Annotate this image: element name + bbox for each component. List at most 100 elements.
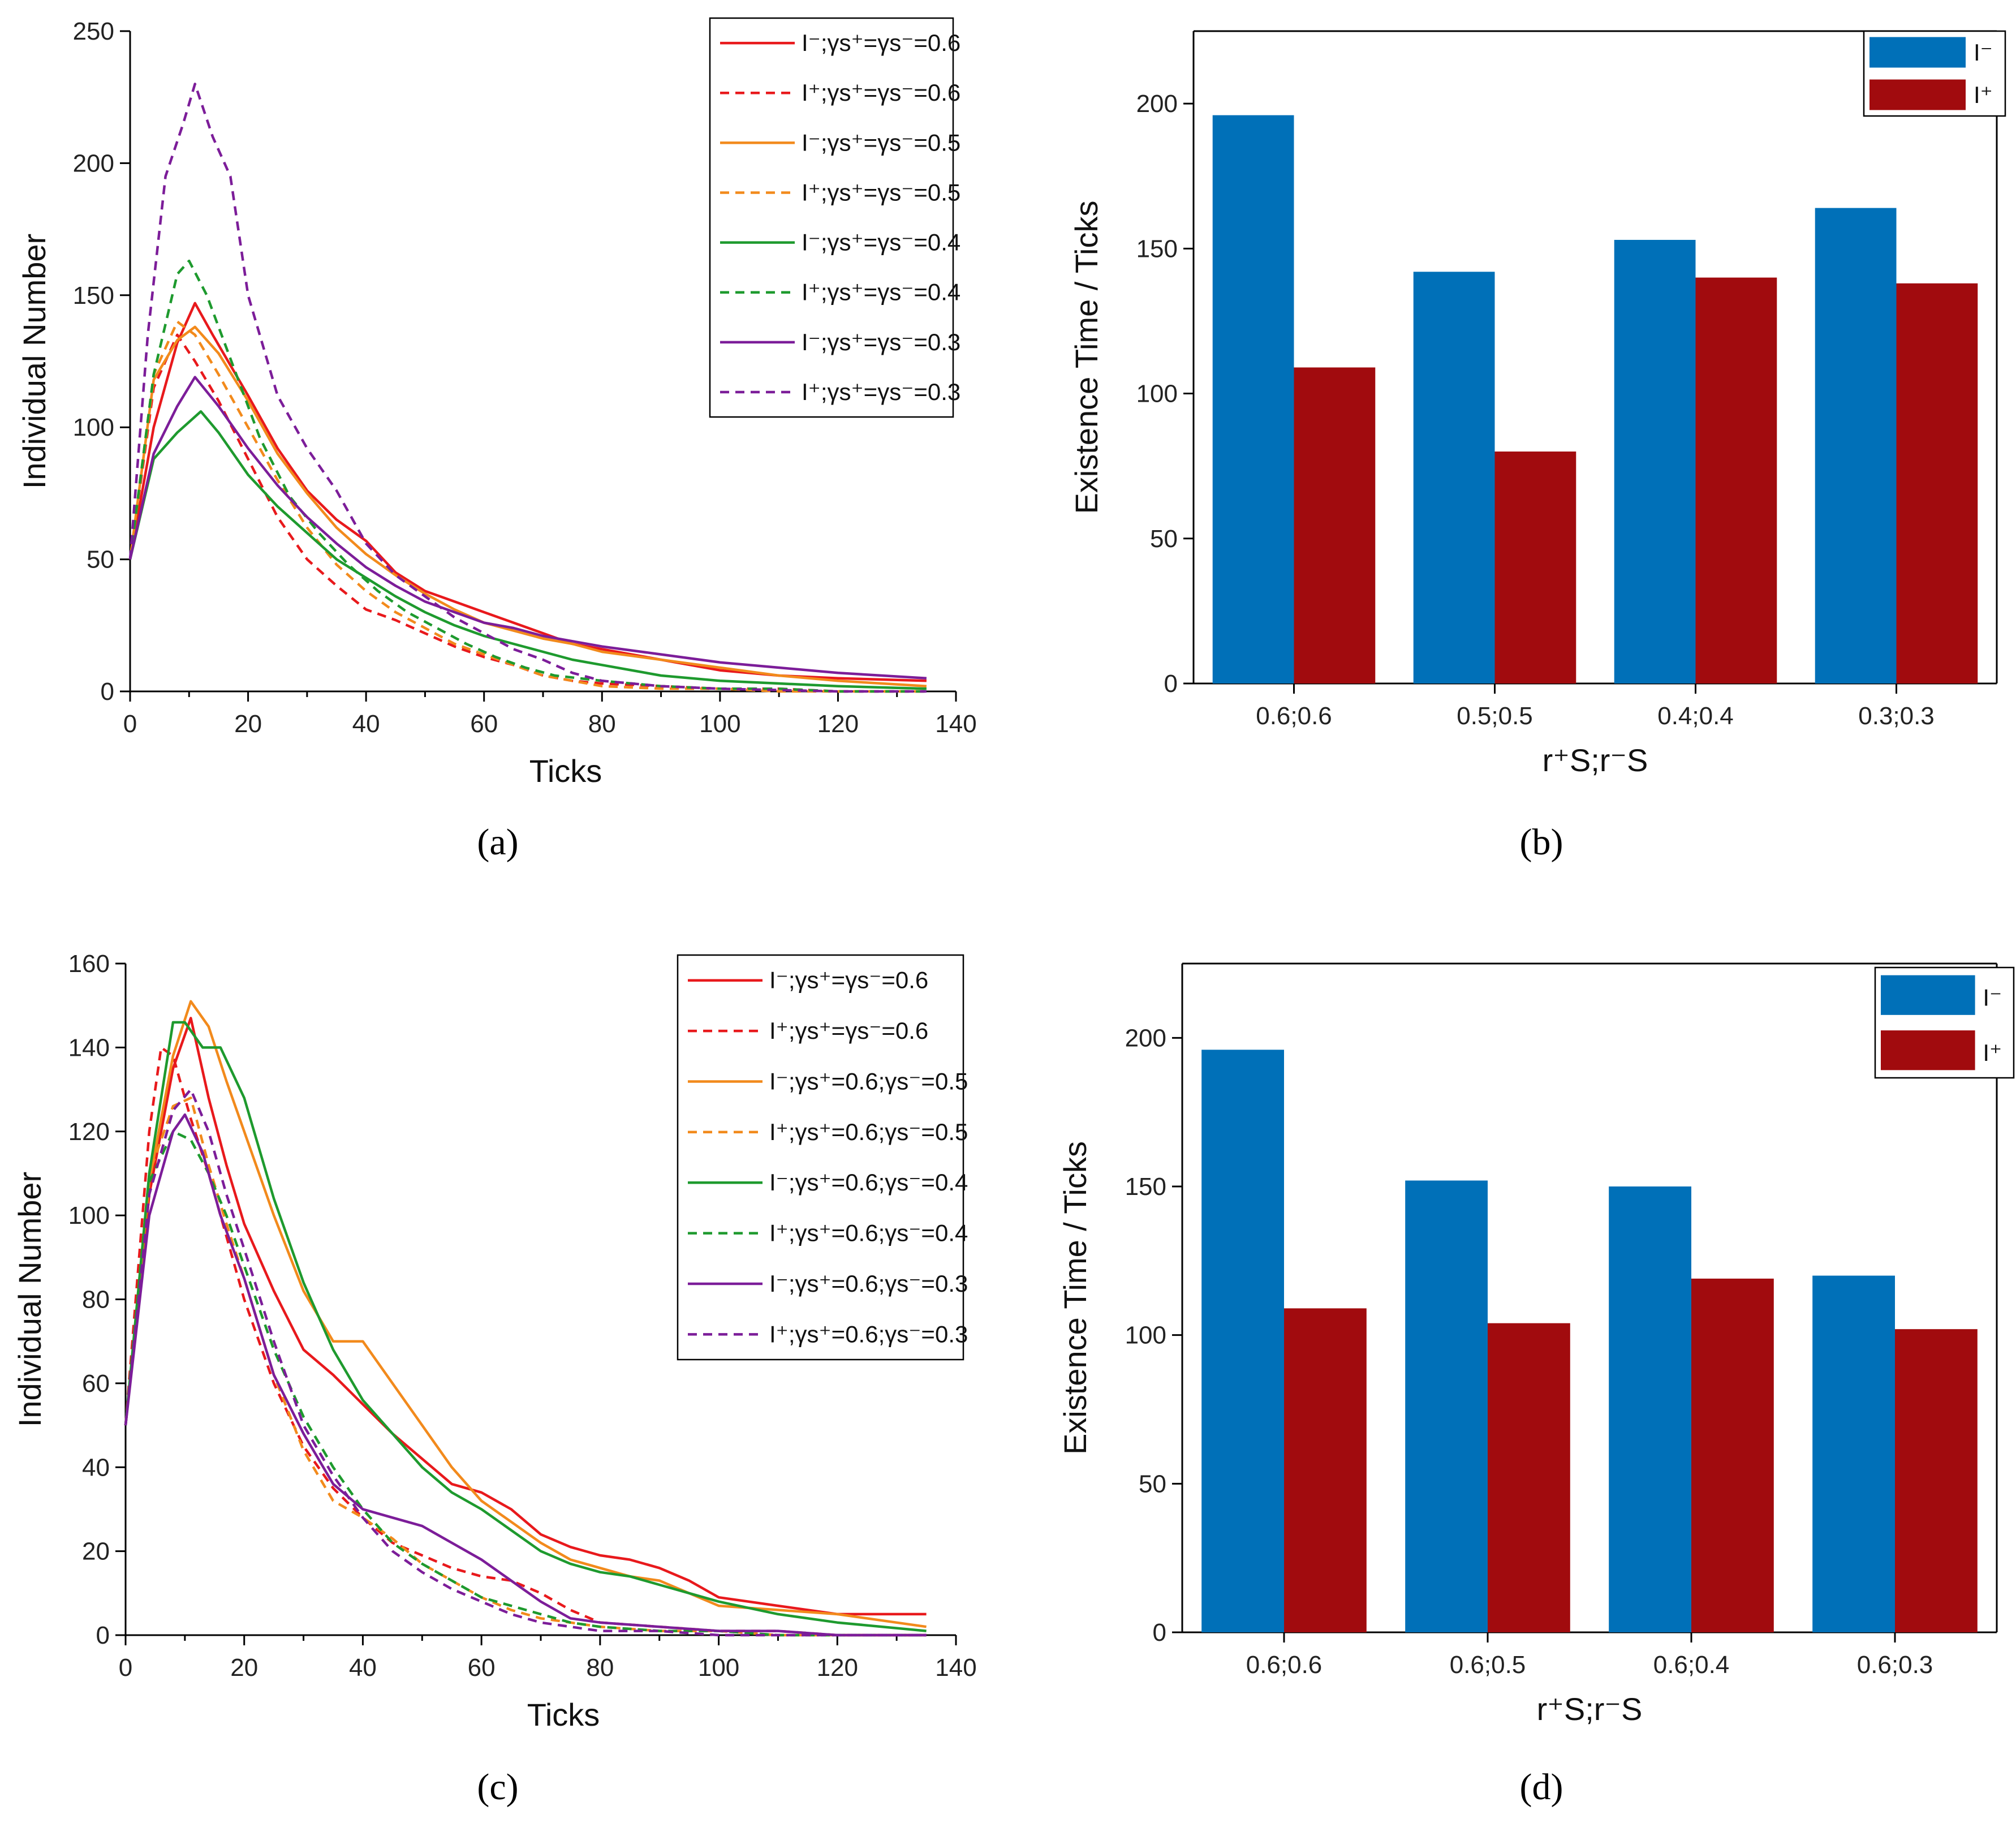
x-axis-title: r⁺S;r⁻S — [1537, 1691, 1643, 1727]
series-line-4 — [124, 1097, 927, 1637]
x-tick-label: 100 — [699, 710, 740, 738]
y-tick-label: 200 — [73, 149, 114, 177]
legend-entry-6: I⁺;γs⁺=γs⁻=0.4 — [802, 279, 960, 306]
bar-i-minus-4 — [1812, 1275, 1895, 1632]
y-tick-label: 60 — [82, 1370, 110, 1398]
y-tick-label: 160 — [68, 950, 110, 978]
y-tick-label: 140 — [68, 1034, 110, 1061]
panel-label: (d) — [1520, 1766, 1563, 1808]
x-tick-label: 0.6;0.6 — [1256, 702, 1332, 730]
bar-i-plus-4 — [1895, 1329, 1978, 1632]
legend-entry-1: I⁻;γs⁺=γs⁻=0.6 — [769, 967, 928, 994]
legend-entry-8: I⁺;γs⁺=0.6;γs⁻=0.3 — [769, 1321, 968, 1347]
x-tick-label: 0.3;0.3 — [1858, 702, 1935, 730]
panel-b: 0 50 100 150 200 0.6;0.6 0.5;0.5 0.4;0.4 0.3;0.3… — [1069, 30, 2006, 863]
y-axis-title: Existence Time / Ticks — [1057, 1141, 1093, 1455]
bar-i-plus-1 — [1294, 367, 1376, 683]
legend-entry-6: I⁺;γs⁺=0.6;γs⁻=0.4 — [769, 1220, 968, 1246]
x-tick-label: 60 — [470, 710, 498, 738]
x-tick-label: 0 — [119, 1654, 132, 1682]
legend-entry-1: I⁻ — [1983, 984, 2002, 1011]
legend-entry-8: I⁺;γs⁺=γs⁻=0.3 — [802, 379, 960, 405]
series-line-3 — [128, 325, 927, 687]
y-axis-title: Individual Number — [12, 1172, 48, 1427]
bar-i-plus-2 — [1494, 452, 1576, 683]
x-tick-label: 80 — [586, 1654, 614, 1682]
series-line-8 — [128, 83, 927, 693]
x-tick-label: 120 — [817, 710, 859, 738]
y-tick-label: 80 — [82, 1286, 110, 1314]
legend-entry-2: I⁺;γs⁺=γs⁻=0.6 — [802, 79, 960, 106]
legend-swatch-1 — [1869, 37, 1966, 68]
y-tick-label: 0 — [96, 1622, 110, 1649]
x-axis-title: Ticks — [527, 1697, 600, 1732]
bar-i-plus-1 — [1284, 1308, 1367, 1632]
x-tick-label: 20 — [234, 710, 262, 738]
y-tick-label: 50 — [87, 546, 114, 574]
bar-i-minus-2 — [1413, 272, 1495, 684]
legend: I⁻;γs⁺=γs⁻=0.6 I⁺;γs⁺=γs⁻=0.6 I⁻;γs⁺=0.6;γ… — [677, 954, 968, 1361]
legend-entry-2: I⁺ — [1974, 81, 1993, 108]
x-tick-label: 80 — [588, 710, 616, 738]
panel-d: 0 50 100 150 200 0.6;0.6 0.6;0.5 0.6;0.4 0.6;0.3… — [1057, 962, 2015, 1808]
x-tick-label: 40 — [349, 1654, 377, 1682]
panel-c: 0 20 40 60 80 100 120 140 160 0 20 40 60 80 100 120 140 T… — [12, 950, 977, 1808]
series-line-5 — [128, 410, 927, 690]
bar-i-minus-4 — [1815, 208, 1897, 683]
legend-entry-7: I⁻;γs⁺=0.6;γs⁻=0.3 — [769, 1270, 968, 1297]
bar-i-minus-1 — [1212, 115, 1294, 683]
y-tick-label: 100 — [73, 414, 114, 441]
series-line-5 — [124, 1021, 927, 1632]
x-tick-label: 0.5;0.5 — [1457, 702, 1533, 730]
y-tick-label: 0 — [101, 678, 114, 706]
y-tick-label: 100 — [1136, 380, 1178, 408]
x-tick-label: 0.6;0.3 — [1857, 1651, 1933, 1679]
y-axis-title: Individual Number — [16, 234, 52, 489]
series-line-1 — [124, 1017, 927, 1616]
bar-i-plus-2 — [1488, 1323, 1570, 1632]
legend-entry-3: I⁻;γs⁺=γs⁻=0.5 — [802, 129, 960, 156]
legend: I⁻ I⁺ — [1863, 30, 2006, 117]
x-tick-label: 140 — [935, 1654, 976, 1682]
y-tick-label: 150 — [1125, 1173, 1166, 1201]
legend-entry-4: I⁺;γs⁺=0.6;γs⁻=0.5 — [769, 1119, 968, 1145]
legend-box — [709, 17, 954, 418]
legend-entry-7: I⁻;γs⁺=γs⁻=0.3 — [802, 329, 960, 355]
x-tick-label: 120 — [817, 1654, 858, 1682]
y-tick-label: 100 — [68, 1202, 110, 1229]
legend-entry-4: I⁺;γs⁺=γs⁻=0.5 — [802, 179, 960, 205]
y-tick-label: 200 — [1136, 90, 1178, 118]
x-axis-title: Ticks — [529, 753, 602, 789]
y-tick-label: 50 — [1139, 1470, 1166, 1498]
x-tick-label: 0.4;0.4 — [1657, 702, 1734, 730]
legend-swatch-2 — [1881, 1030, 1975, 1070]
series-line-8 — [124, 1088, 927, 1637]
y-tick-label: 120 — [68, 1118, 110, 1146]
legend-entry-1: I⁻;γs⁺=γs⁻=0.6 — [802, 29, 960, 56]
legend-swatch-2 — [1869, 79, 1966, 110]
legend-entry-2: I⁺ — [1983, 1039, 2002, 1066]
series-line-7 — [124, 1113, 927, 1637]
x-tick-label: 40 — [352, 710, 380, 738]
x-tick-label: 140 — [935, 710, 976, 738]
panel-label: (a) — [477, 822, 518, 863]
y-tick-label: 0 — [1153, 1619, 1166, 1646]
legend-box — [677, 954, 964, 1361]
series-line-2 — [128, 333, 927, 693]
legend-entry-1: I⁻ — [1974, 39, 1993, 66]
panel-label: (b) — [1520, 822, 1563, 863]
y-tick-label: 100 — [1125, 1322, 1166, 1349]
panel-label: (c) — [477, 1766, 518, 1808]
y-tick-label: 20 — [82, 1538, 110, 1566]
y-tick-label: 200 — [1125, 1024, 1166, 1052]
x-tick-label: 0.6;0.6 — [1246, 1651, 1323, 1679]
y-tick-label: 150 — [1136, 235, 1178, 263]
y-axis-title: Existence Time / Ticks — [1069, 201, 1104, 514]
x-tick-label: 60 — [468, 1654, 496, 1682]
bar-i-minus-2 — [1405, 1180, 1488, 1632]
series-line-4 — [128, 320, 927, 693]
bar-i-minus-3 — [1609, 1186, 1691, 1632]
x-tick-label: 20 — [230, 1654, 258, 1682]
bar-i-minus-1 — [1201, 1050, 1284, 1632]
legend-swatch-1 — [1881, 975, 1975, 1015]
